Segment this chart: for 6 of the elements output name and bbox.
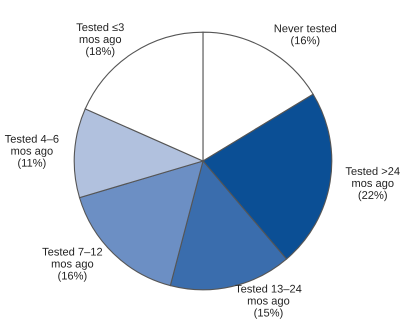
slice-label: Tested >24 mos ago (22%) <box>346 166 400 202</box>
slice-label: Never tested (16%) <box>274 24 336 46</box>
slice-label: Tested ≤3 mos ago (18%) <box>76 22 124 58</box>
slice-label: Tested 13–24 mos ago (15%) <box>235 284 302 319</box>
slice-label: Tested 4–6 mos ago (11%) <box>4 134 59 169</box>
slice-label: Tested 7–12 mos ago (16%) <box>42 247 102 282</box>
